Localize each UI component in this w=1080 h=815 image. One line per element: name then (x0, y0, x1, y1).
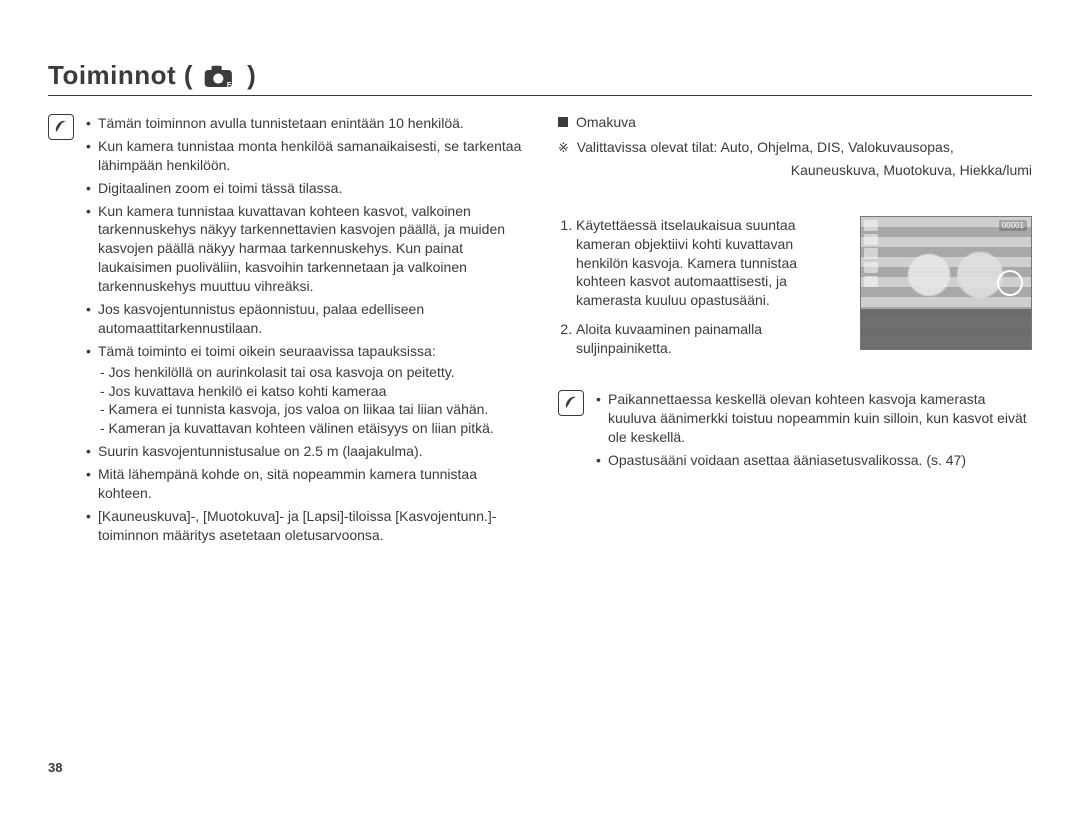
lcd-preview-thumbnail: 00001 (860, 216, 1032, 350)
bullet-text: Kun kamera tunnistaa monta henkilöä sama… (98, 138, 521, 173)
bullet-text: Digitaalinen zoom ei toimi tässä tilassa… (98, 180, 342, 196)
note-icon-cell (48, 114, 76, 140)
hud-icon (864, 234, 878, 245)
bullet-item: Opastusääni voidaan asettaa ääniasetusva… (596, 451, 1032, 470)
bullet-item: [Kauneuskuva]-, [Muotokuva]- ja [Lapsi]-… (86, 507, 522, 545)
page-number: 38 (48, 760, 62, 775)
left-note-box: Tämän toiminnon avulla tunnistetaan enin… (48, 114, 522, 549)
bullet-item: Paikannettaessa keskellä olevan kohteen … (596, 390, 1032, 447)
sub-item: - Kamera ei tunnista kasvoja, jos valoa … (98, 400, 522, 419)
sub-item: - Jos henkilöllä on aurinkolasit tai osa… (98, 363, 522, 382)
steps-text: Käytettäessä itselaukaisua suuntaa kamer… (558, 216, 846, 368)
bullet-text: Kun kamera tunnistaa kuvattavan kohteen … (98, 203, 505, 295)
bullet-text: Paikannettaessa keskellä olevan kohteen … (608, 391, 1027, 445)
page-title-closing: ) (247, 60, 256, 91)
bullet-item: Tämä toiminto ei toimi oikein seuraaviss… (86, 342, 522, 438)
face-detect-circle-icon (997, 270, 1023, 296)
left-note-content: Tämän toiminnon avulla tunnistetaan enin… (86, 114, 522, 549)
sub-list: - Jos henkilöllä on aurinkolasit tai osa… (98, 363, 522, 439)
modes-line-1: ※ Valittavissa olevat tilat: Auto, Ohjel… (558, 138, 1032, 157)
sub-item: - Kameran ja kuvattavan kohteen välinen … (98, 419, 522, 438)
right-bullet-list: Paikannettaessa keskellä olevan kohteen … (596, 390, 1032, 470)
hud-left-icons (864, 220, 878, 287)
svg-text:Fn: Fn (227, 80, 237, 89)
section-heading: Omakuva (558, 114, 1032, 130)
square-marker-icon (558, 117, 568, 127)
sub-item: - Jos kuvattava henkilö ei katso kohti k… (98, 382, 522, 401)
hud-icon (864, 220, 878, 231)
camera-fn-icon: Fn (203, 63, 237, 89)
modes-list-1: Auto, Ohjelma, DIS, Valokuvausopas, (721, 139, 954, 155)
bullet-text: Mitä lähempänä kohde on, sitä nopeammin … (98, 466, 477, 501)
manual-page: Toiminnot ( Fn ) Tämän toiminnon avulla … (0, 0, 1080, 815)
bullet-item: Kun kamera tunnistaa kuvattavan kohteen … (86, 202, 522, 296)
bullet-item: Kun kamera tunnistaa monta henkilöä sama… (86, 137, 522, 175)
right-note-box: Paikannettaessa keskellä olevan kohteen … (558, 390, 1032, 474)
bullet-item: Suurin kasvojentunnistusalue on 2.5 m (l… (86, 442, 522, 461)
section-label: Omakuva (576, 114, 636, 130)
bullet-item: Digitaalinen zoom ei toimi tässä tilassa… (86, 179, 522, 198)
note-icon (558, 390, 584, 416)
content-columns: Tämän toiminnon avulla tunnistetaan enin… (48, 114, 1032, 549)
left-column: Tämän toiminnon avulla tunnistetaan enin… (48, 114, 522, 549)
bullet-text: Jos kasvojentunnistus epäonnistuu, palaa… (98, 301, 424, 336)
bullet-text: Suurin kasvojentunnistusalue on 2.5 m (l… (98, 443, 423, 459)
hud-counter: 00001 (999, 220, 1027, 231)
hud-icon (864, 276, 878, 287)
hud-icon (864, 262, 878, 273)
right-note-content: Paikannettaessa keskellä olevan kohteen … (596, 390, 1032, 474)
hud-icon (864, 248, 878, 259)
steps-list: Käytettäessä itselaukaisua suuntaa kamer… (558, 216, 846, 358)
steps-block: Käytettäessä itselaukaisua suuntaa kamer… (558, 216, 1032, 368)
page-title: Toiminnot ( (48, 60, 193, 91)
note-icon (48, 114, 74, 140)
bullet-item: Tämän toiminnon avulla tunnistetaan enin… (86, 114, 522, 133)
bullet-text: [Kauneuskuva]-, [Muotokuva]- ja [Lapsi]-… (98, 508, 496, 543)
note-icon-cell (558, 390, 586, 416)
bullet-item: Jos kasvojentunnistus epäonnistuu, palaa… (86, 300, 522, 338)
bullet-text: Opastusääni voidaan asettaa ääniasetusva… (608, 452, 966, 468)
left-bullet-list: Tämän toiminnon avulla tunnistetaan enin… (86, 114, 522, 545)
step-item: Käytettäessä itselaukaisua suuntaa kamer… (576, 216, 846, 310)
step-item: Aloita kuvaaminen painamalla suljinpaini… (576, 320, 846, 358)
reference-mark-icon: ※ (558, 140, 569, 155)
modes-prefix: Valittavissa olevat tilat: (577, 139, 718, 155)
bullet-text: Tämän toiminnon avulla tunnistetaan enin… (98, 115, 464, 131)
bullet-text: Tämä toiminto ei toimi oikein seuraaviss… (98, 343, 436, 359)
right-column: Omakuva ※ Valittavissa olevat tilat: Aut… (558, 114, 1032, 549)
modes-line-2: Kauneuskuva, Muotokuva, Hiekka/lumi (558, 161, 1032, 180)
bullet-item: Mitä lähempänä kohde on, sitä nopeammin … (86, 465, 522, 503)
page-title-row: Toiminnot ( Fn ) (48, 60, 1032, 96)
